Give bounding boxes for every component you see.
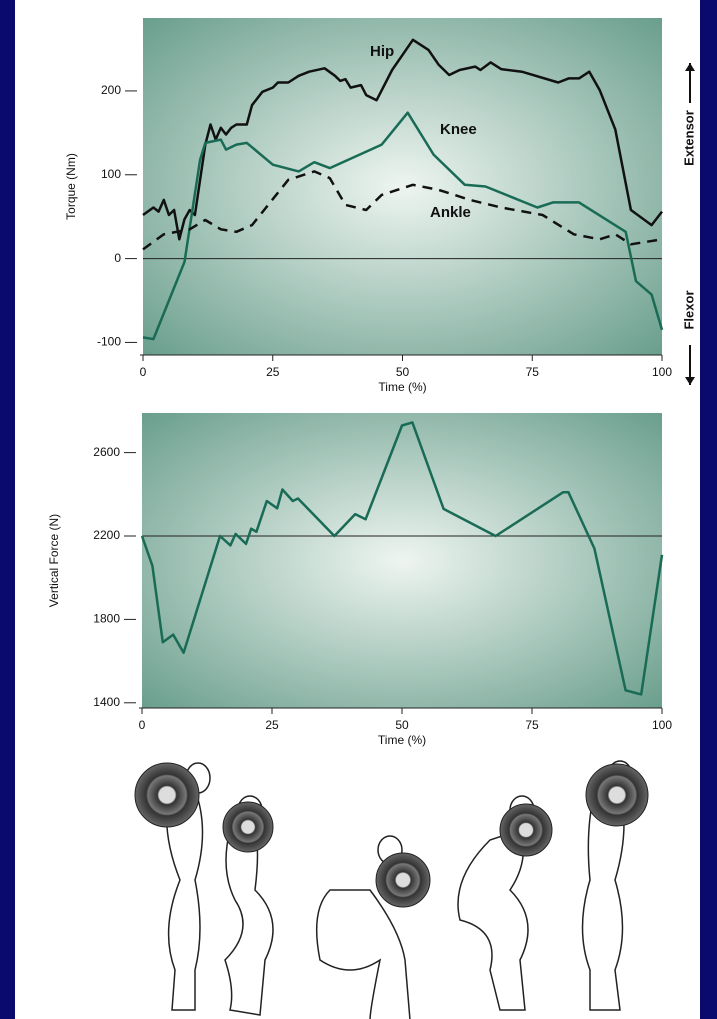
side-annotation: Extensor [681, 110, 696, 166]
x-tick-label: 0 [139, 718, 146, 732]
x-axis-label: Time (%) [378, 380, 426, 394]
y-tick-label: 2600 [93, 445, 120, 459]
side-annotation: Flexor [681, 290, 696, 329]
series-label: Knee [440, 121, 477, 138]
y-tick-label: 1800 [93, 612, 120, 626]
x-tick-label: 75 [526, 365, 540, 379]
x-tick-label: 50 [396, 365, 410, 379]
x-tick-label: 50 [395, 718, 409, 732]
x-tick-label: 0 [140, 365, 147, 379]
y-tick-label: 2200 [93, 528, 120, 542]
x-tick-label: 75 [525, 718, 539, 732]
y-axis-label: Vertical Force (N) [47, 514, 61, 607]
plot-area [142, 413, 662, 708]
y-tick-label: -100 [97, 335, 121, 349]
y-tick-label: 200 [101, 83, 121, 97]
series-label: Hip [370, 43, 394, 60]
x-tick-label: 25 [266, 365, 280, 379]
series-label: Ankle [430, 204, 471, 221]
plot-area [143, 18, 662, 355]
y-tick-label: 0 [114, 251, 121, 265]
x-tick-label: 25 [265, 718, 279, 732]
figure: -100 0 100 200 0 25 50 75 100 Time (%) Torque (Nm)… [0, 0, 717, 1019]
x-tick-label: 100 [652, 718, 672, 732]
y-tick-label: 100 [101, 167, 121, 181]
x-tick-label: 100 [652, 365, 672, 379]
y-axis-label: Torque (Nm) [64, 153, 78, 220]
x-axis-label: Time (%) [378, 733, 426, 747]
y-tick-label: 1400 [93, 695, 120, 709]
